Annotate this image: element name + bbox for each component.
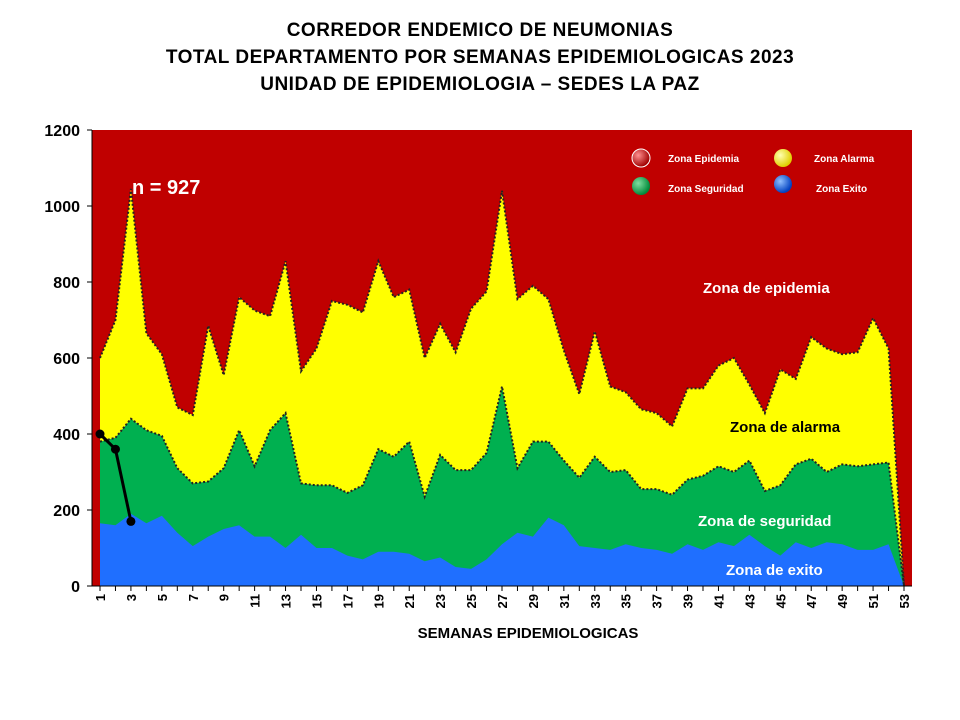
- x-tick-label: 3: [124, 594, 139, 601]
- x-tick-label: 27: [495, 594, 510, 608]
- x-tick-label: 13: [279, 594, 294, 608]
- x-tick-label: 51: [866, 594, 881, 608]
- y-tick-label: 0: [71, 579, 80, 596]
- boundary-zona-alarma: [99, 188, 905, 587]
- x-tick-label: 21: [402, 594, 417, 608]
- y-tick-label: 1000: [44, 199, 80, 216]
- observed-point: [126, 516, 136, 526]
- legend: Zona Epidemia Zona Alarma Zona Seguridad…: [631, 148, 875, 195]
- legend-label-alarma: Zona Alarma: [814, 154, 875, 165]
- x-tick-label: 49: [835, 594, 850, 608]
- boundary-zona-seguridad: [99, 386, 905, 587]
- x-tick-label: 33: [588, 594, 603, 608]
- y-tick-label: 1200: [44, 123, 80, 140]
- y-tick-label: 400: [53, 427, 80, 444]
- x-tick-label: 11: [248, 594, 263, 608]
- area-zona-exito: [100, 513, 904, 586]
- chart-title-line-2: TOTAL DEPARTAMENTO POR SEMANAS EPIDEMIOL…: [165, 47, 795, 68]
- x-tick-label: 25: [464, 594, 479, 608]
- legend-marker-epidemia: [631, 148, 651, 168]
- x-tick-label: 23: [433, 594, 448, 608]
- y-tick-label: 200: [53, 503, 80, 520]
- x-tick-label: 53: [897, 594, 912, 608]
- x-tick-label: 29: [526, 594, 541, 608]
- y-tick-label: 800: [53, 275, 80, 292]
- legend-label-epidemia: Zona Epidemia: [668, 154, 740, 165]
- x-tick-label: 45: [773, 594, 788, 608]
- x-tick-label: 47: [804, 594, 819, 608]
- legend-marker-alarma: [774, 149, 792, 167]
- observed-point: [110, 444, 120, 454]
- x-tick-label: 35: [619, 594, 634, 608]
- case-count-annotation: n = 927: [132, 177, 200, 199]
- chart-title-line-1: CORREDOR ENDEMICO DE NEUMONIAS: [286, 20, 674, 41]
- x-tick-label: 5: [155, 594, 170, 601]
- x-tick-label: 1: [93, 594, 108, 601]
- x-axis-label: SEMANAS EPIDEMIOLOGICAS: [417, 625, 639, 642]
- x-tick-label: 15: [309, 594, 324, 608]
- x-tick-label: 37: [650, 594, 665, 608]
- x-tick-label: 39: [681, 594, 696, 608]
- x-tick-label: 9: [217, 594, 232, 601]
- legend-label-exito: Zona Exito: [816, 184, 867, 195]
- legend-marker-exito: [774, 175, 792, 193]
- chart-title-line-3: UNIDAD DE EPIDEMIOLOGIA – SEDES LA PAZ: [260, 74, 700, 95]
- zone-label-alarma: Zona de alarma: [730, 419, 841, 436]
- observed-point: [95, 429, 105, 439]
- zone-label-exito: Zona de exito: [726, 562, 823, 579]
- x-tick-label: 43: [742, 594, 757, 608]
- x-tick-label: 19: [371, 594, 386, 608]
- x-tick-label: 31: [557, 594, 572, 608]
- x-tick-label: 7: [186, 594, 201, 601]
- zone-label-epidemia: Zona de epidemia: [703, 280, 830, 297]
- legend-marker-seguridad: [632, 177, 650, 195]
- y-tick-label: 600: [53, 351, 80, 368]
- legend-label-seguridad: Zona Seguridad: [668, 184, 744, 195]
- zone-label-seguridad: Zona de seguridad: [698, 513, 831, 530]
- x-tick-label: 41: [711, 594, 726, 608]
- x-tick-label: 17: [340, 594, 355, 608]
